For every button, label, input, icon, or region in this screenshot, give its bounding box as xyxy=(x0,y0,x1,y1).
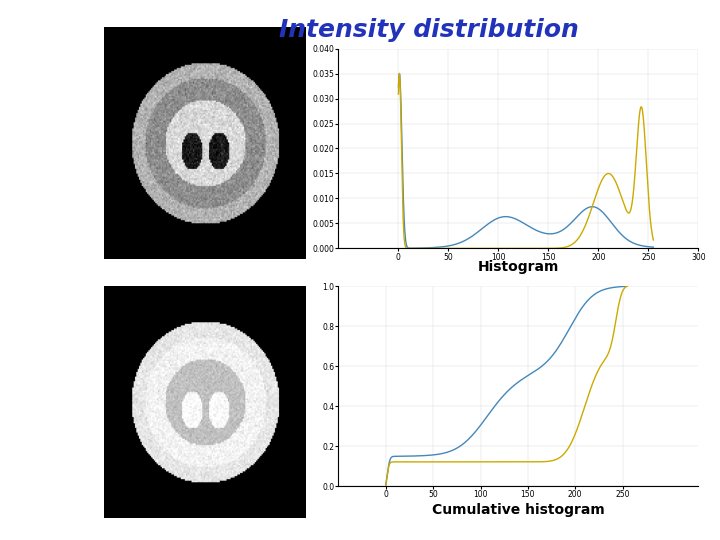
Text: Intensity distribution: Intensity distribution xyxy=(279,18,578,42)
Text: Computer
Vision: Computer Vision xyxy=(6,70,91,103)
Text: Cumulative histogram: Cumulative histogram xyxy=(432,503,605,517)
Text: Histogram: Histogram xyxy=(477,260,559,274)
